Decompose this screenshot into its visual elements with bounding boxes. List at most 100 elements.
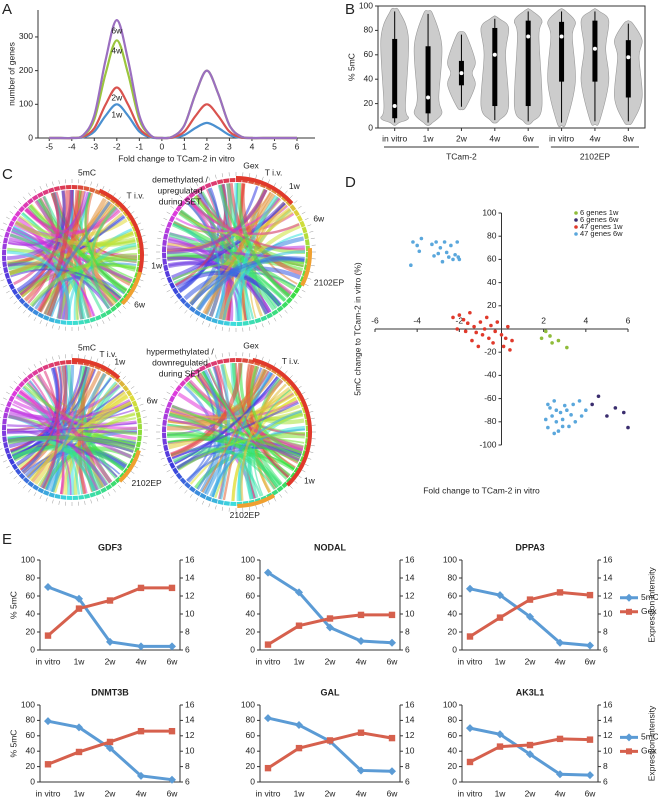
ring-segment bbox=[199, 365, 206, 372]
ring-tick bbox=[307, 404, 312, 407]
ring-segment bbox=[3, 412, 9, 419]
y2-tick-label: 12 bbox=[603, 590, 613, 600]
ring-segment bbox=[136, 242, 142, 249]
ring-segment bbox=[216, 359, 224, 365]
chord bbox=[15, 395, 138, 430]
ring-tick bbox=[9, 296, 14, 299]
x-tick-label: 8w bbox=[623, 133, 635, 143]
point bbox=[626, 425, 630, 430]
box bbox=[392, 38, 398, 119]
point bbox=[546, 402, 550, 407]
point bbox=[596, 394, 601, 399]
ring-tick bbox=[134, 465, 138, 469]
ring-tick bbox=[179, 305, 183, 309]
ring-tick bbox=[139, 403, 144, 406]
median bbox=[626, 55, 631, 60]
marker bbox=[526, 741, 534, 749]
y2-tick-label: 14 bbox=[603, 572, 613, 582]
point bbox=[550, 341, 554, 345]
legend-label: 5mC bbox=[641, 592, 658, 602]
ring-segment bbox=[169, 462, 176, 469]
y2-tick-label: 6 bbox=[185, 776, 190, 786]
point bbox=[478, 320, 483, 324]
ring-segment bbox=[163, 413, 169, 420]
ring-segment bbox=[171, 210, 179, 218]
ring-segment bbox=[8, 283, 15, 290]
ring-tick bbox=[126, 476, 131, 480]
ring-tick bbox=[28, 192, 31, 197]
y-tick-label: -60 bbox=[484, 393, 497, 403]
ring-tick bbox=[130, 471, 135, 474]
y-tick-label: 80 bbox=[26, 572, 36, 582]
point bbox=[470, 338, 474, 343]
ring-segment bbox=[163, 264, 169, 272]
ring-tick bbox=[157, 264, 162, 267]
diagram-label: T i.v. bbox=[265, 167, 283, 177]
point bbox=[465, 321, 470, 326]
ring-tick bbox=[289, 375, 293, 379]
marker bbox=[357, 729, 365, 736]
ring-tick bbox=[215, 325, 217, 330]
ring-tick bbox=[52, 356, 54, 361]
ring-segment bbox=[129, 220, 136, 227]
ring-tick bbox=[301, 289, 306, 293]
ring-tick bbox=[310, 444, 315, 447]
ring-tick bbox=[284, 370, 288, 374]
ring-segment bbox=[89, 317, 96, 323]
ring-tick bbox=[166, 289, 171, 293]
ring-tick bbox=[84, 325, 86, 330]
marker bbox=[264, 714, 272, 723]
ring-segment bbox=[6, 225, 12, 233]
ring-tick bbox=[6, 290, 10, 294]
ring-segment bbox=[179, 380, 187, 388]
x-tick-label: 1w bbox=[423, 133, 435, 143]
x-tick-label: 2w bbox=[325, 656, 337, 666]
ring-segment bbox=[94, 189, 102, 195]
point bbox=[472, 324, 476, 329]
ring-segment bbox=[11, 288, 18, 296]
point bbox=[508, 348, 512, 352]
ring-tick bbox=[273, 497, 277, 502]
diagram-label: 1w bbox=[151, 260, 163, 270]
x-tick-label: 2w bbox=[525, 656, 537, 666]
legend-label: Gex bbox=[641, 746, 657, 756]
ring-segment bbox=[260, 495, 268, 502]
ring-segment bbox=[18, 205, 25, 213]
ring-segment bbox=[109, 197, 117, 205]
point bbox=[434, 240, 438, 244]
marker bbox=[44, 632, 52, 639]
ring-segment bbox=[95, 489, 102, 496]
y2-tick-label: 8 bbox=[185, 761, 190, 771]
marker bbox=[326, 615, 334, 622]
median bbox=[392, 104, 397, 109]
ring-tick bbox=[284, 310, 288, 314]
y2-tick-label: 6 bbox=[185, 644, 190, 654]
ring-tick bbox=[301, 391, 306, 395]
point bbox=[501, 344, 506, 349]
ring-segment bbox=[162, 258, 168, 265]
y2-tick-label: 16 bbox=[405, 699, 415, 709]
box bbox=[425, 46, 431, 114]
ring-tick bbox=[18, 201, 22, 205]
ring-tick bbox=[184, 190, 188, 194]
ring-tick bbox=[279, 314, 283, 318]
x-tick-label: 4w bbox=[136, 656, 148, 666]
ring-segment bbox=[296, 281, 304, 289]
ring-tick bbox=[261, 356, 264, 361]
ring-segment bbox=[8, 458, 15, 465]
ring-tick bbox=[294, 300, 298, 304]
point bbox=[417, 249, 422, 254]
ring-segment bbox=[285, 476, 293, 484]
ring-segment bbox=[18, 297, 26, 305]
ring-segment bbox=[276, 485, 284, 493]
ring-segment bbox=[188, 306, 196, 313]
chord bbox=[7, 191, 87, 246]
ring-segment bbox=[110, 480, 117, 487]
ring-segment bbox=[60, 320, 67, 325]
ring-segment bbox=[22, 477, 30, 484]
x-tick-label: 4w bbox=[489, 133, 501, 143]
ring-tick bbox=[58, 355, 60, 360]
ring-tick bbox=[28, 367, 31, 372]
ring-segment bbox=[27, 305, 35, 313]
annotation: during SET bbox=[159, 368, 202, 378]
